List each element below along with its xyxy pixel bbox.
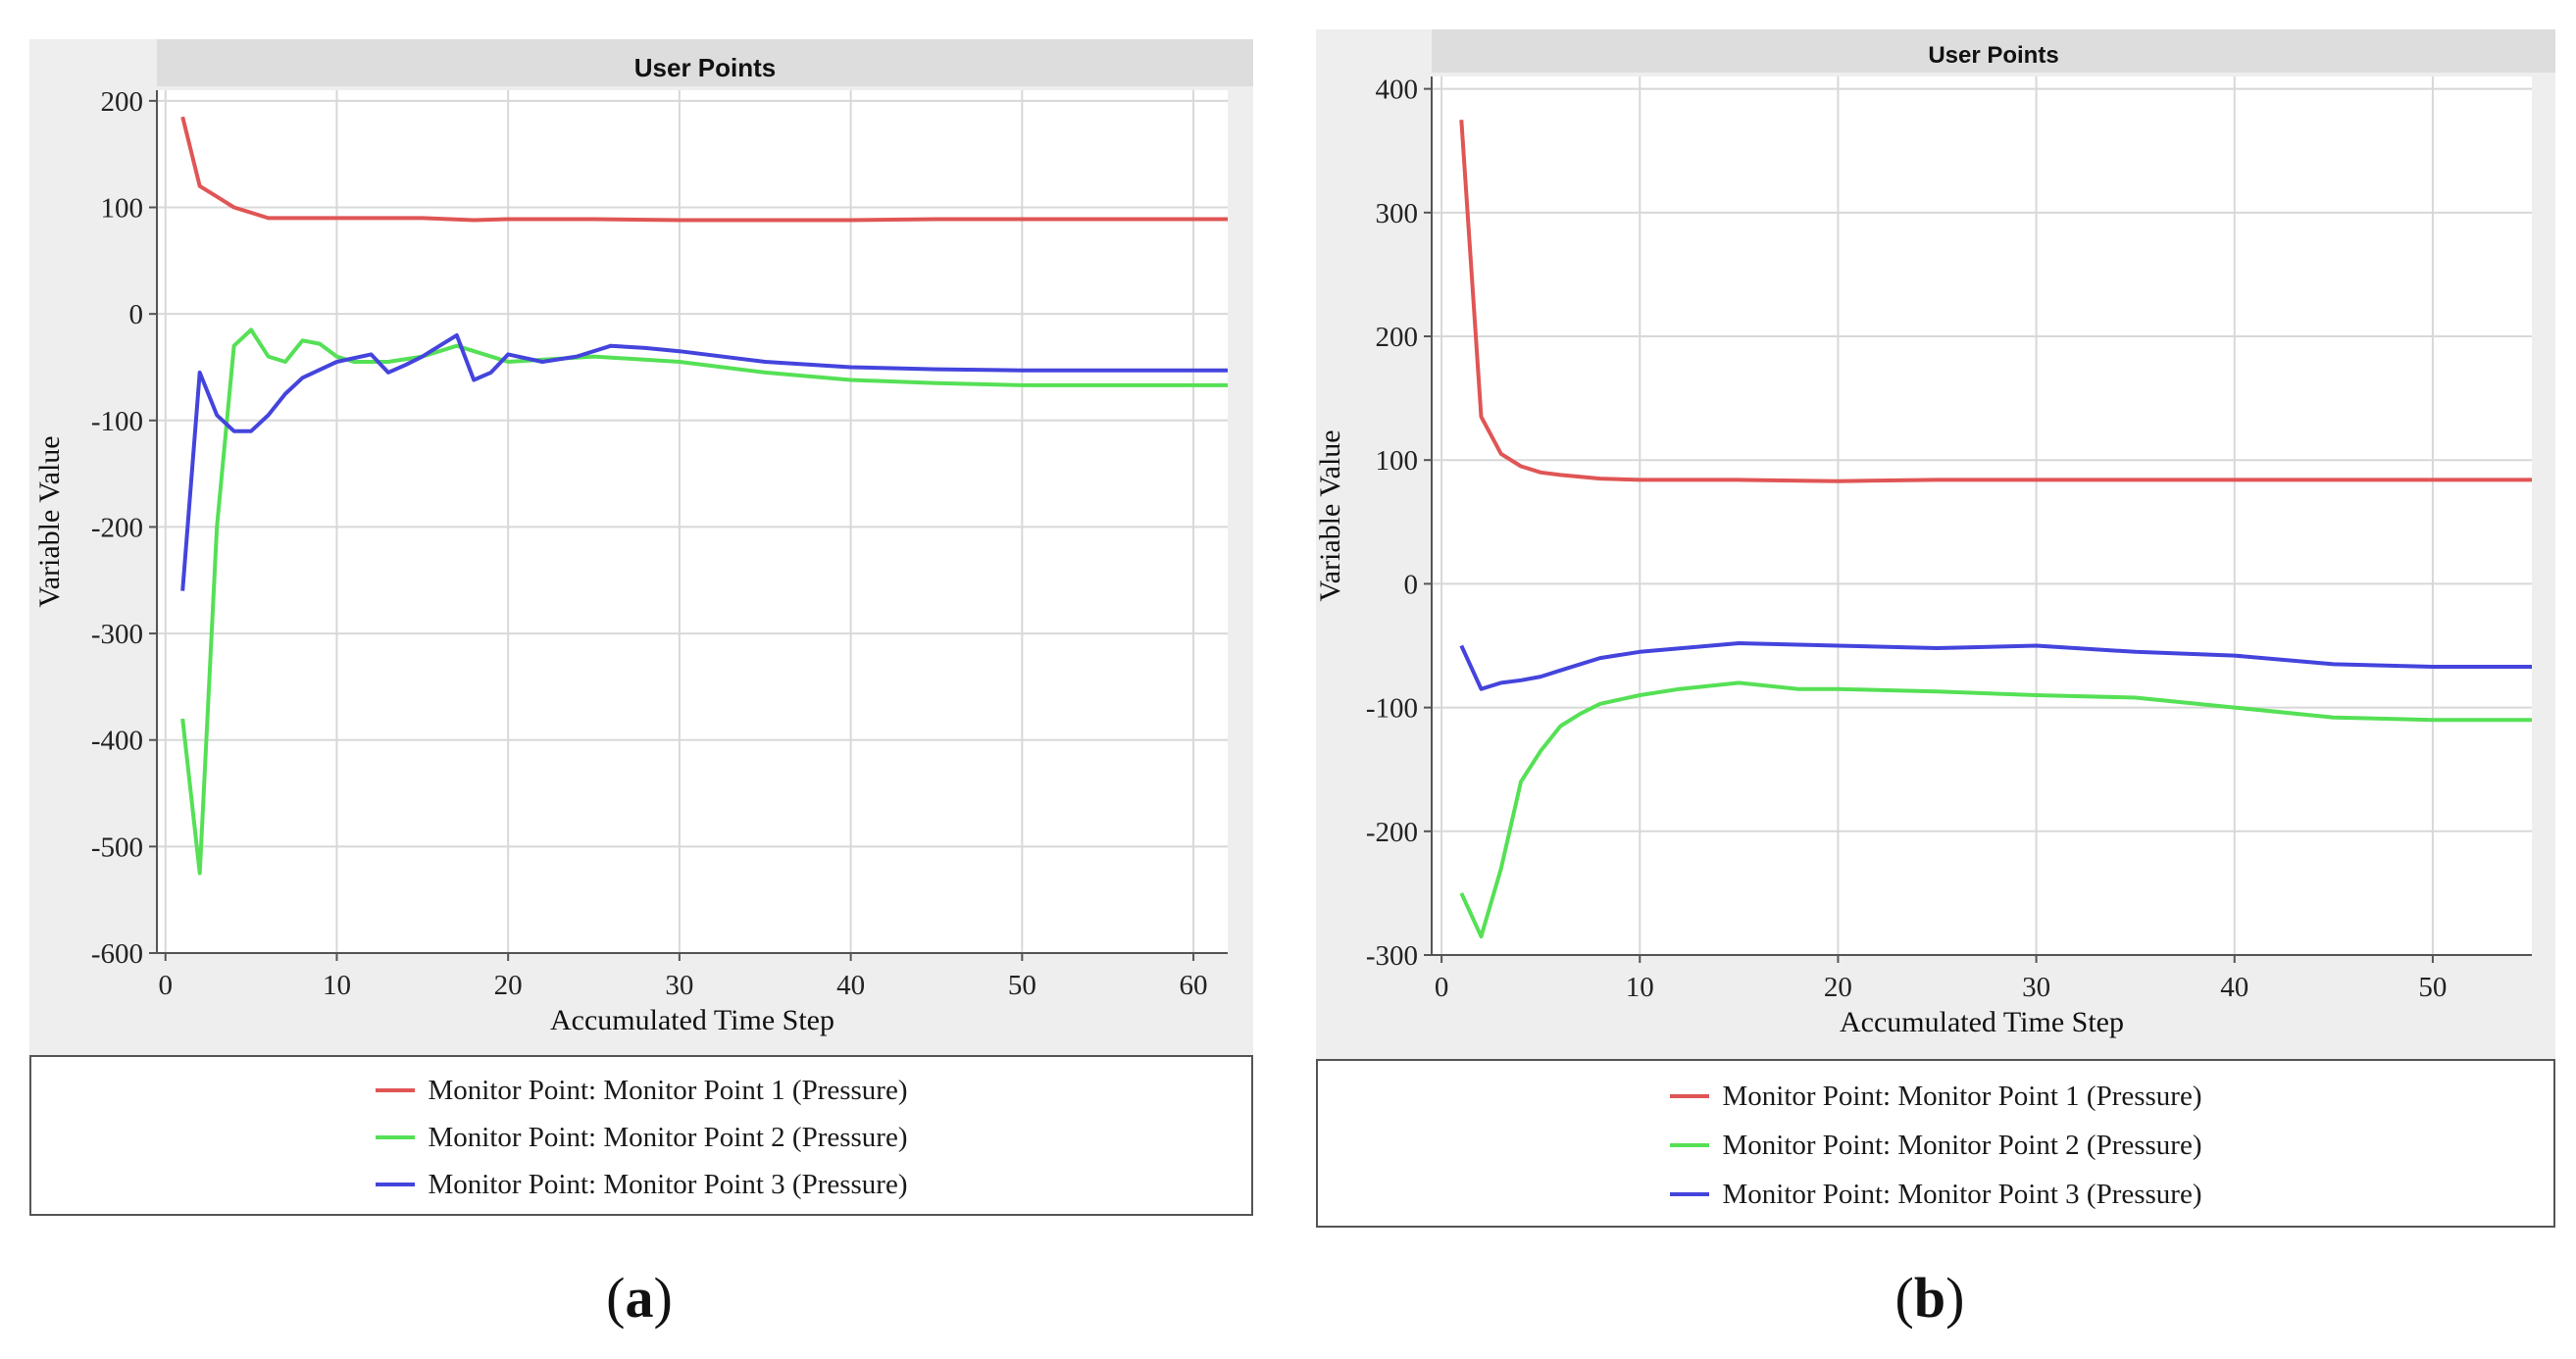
plot-area-a: User Points 200 100 0 -100 -200 -300 -400 -500 -6… <box>29 39 1253 1055</box>
y-tick-label: -300 <box>91 619 143 650</box>
legend-label-series2: Monitor Point: Monitor Point 2 (Pressure… <box>428 1121 908 1153</box>
panel-label-b: (b) <box>1894 1266 1965 1330</box>
x-tick-label: 20 <box>494 970 523 1001</box>
y-axis-label: Variable Value <box>33 435 66 607</box>
y-tick-label: 100 <box>1376 445 1419 477</box>
plot-area-b: User Points 400 300 200 100 0 -100 -200 -300 0 10 2… <box>1314 29 2555 1059</box>
series-line-3 <box>180 332 1228 591</box>
y-tick-label: -200 <box>91 512 143 543</box>
chart-title: User Points <box>1928 42 2058 69</box>
x-tick-label: 40 <box>836 970 865 1001</box>
x-tick-label: 50 <box>1008 970 1036 1001</box>
y-tick-label: 200 <box>101 86 144 118</box>
x-axis-label: Accumulated Time Step <box>550 1004 834 1036</box>
series-line-1 <box>1459 120 2532 483</box>
y-tick-label: -500 <box>91 831 143 863</box>
y-tick-label: -400 <box>91 726 143 757</box>
y-tick-label: 300 <box>1376 198 1419 229</box>
legend-swatch-series3 <box>1669 1192 1709 1196</box>
x-tick-label: 0 <box>1435 972 1449 1003</box>
series-line-1 <box>180 116 1228 223</box>
legend-label-series2: Monitor Point: Monitor Point 2 (Pressure… <box>1722 1129 2202 1161</box>
panel-label-a-letter: a <box>625 1266 654 1330</box>
title-bar <box>1432 29 2555 73</box>
x-tick-label: 30 <box>665 970 693 1001</box>
legend-a: Monitor Point: Monitor Point 1 (Pressure… <box>29 1055 1253 1216</box>
y-tick-label: 0 <box>129 299 144 330</box>
chart-svg-a: User Points2001000-100-200-300-400-500-6… <box>33 39 1253 1036</box>
y-tick-label: 100 <box>101 193 144 225</box>
x-tick-label: 20 <box>1824 972 1852 1003</box>
y-tick-label: -100 <box>91 406 143 437</box>
y-tick-label: -300 <box>1366 940 1418 972</box>
legend-swatch-series1 <box>375 1088 415 1092</box>
chart-panel-a: User Points 200 100 0 -100 -200 -300 -400 -500 -6… <box>29 39 1253 1216</box>
legend-label-series1: Monitor Point: Monitor Point 1 (Pressure… <box>428 1074 908 1106</box>
x-tick-label: 0 <box>158 970 173 1001</box>
legend-item-series3: Monitor Point: Monitor Point 3 (Pressure… <box>31 1165 1251 1204</box>
panel-label-a: (a) <box>606 1266 673 1330</box>
legend-swatch-series1 <box>1669 1094 1709 1098</box>
legend-item-series3: Monitor Point: Monitor Point 3 (Pressure… <box>1318 1175 2553 1214</box>
legend-label-series1: Monitor Point: Monitor Point 1 (Pressure… <box>1722 1080 2202 1112</box>
panel-label-b-letter: b <box>1913 1266 1946 1330</box>
legend-b: Monitor Point: Monitor Point 1 (Pressure… <box>1316 1059 2555 1228</box>
x-tick-label: 40 <box>2220 972 2248 1003</box>
legend-swatch-series2 <box>375 1135 415 1139</box>
legend-item-series1: Monitor Point: Monitor Point 1 (Pressure… <box>1318 1077 2553 1116</box>
y-axis-label: Variable Value <box>1314 429 1346 601</box>
x-tick-label: 30 <box>2022 972 2050 1003</box>
legend-label-series3: Monitor Point: Monitor Point 3 (Pressure… <box>428 1168 908 1200</box>
y-tick-label: -100 <box>1366 693 1418 725</box>
y-tick-label: -200 <box>1366 817 1418 848</box>
legend-item-series2: Monitor Point: Monitor Point 2 (Pressure… <box>31 1118 1251 1157</box>
legend-swatch-series2 <box>1669 1143 1709 1147</box>
chart-title: User Points <box>634 53 777 82</box>
y-tick-label: 200 <box>1376 322 1419 353</box>
x-tick-label: 60 <box>1180 970 1208 1001</box>
series-line-3 <box>1459 641 2532 691</box>
series-line-2 <box>1459 680 2532 939</box>
x-tick-label: 50 <box>2418 972 2447 1003</box>
y-tick-label: -600 <box>91 938 143 970</box>
plot-background <box>1432 76 2532 955</box>
series-line-2 <box>180 327 1228 876</box>
legend-label-series3: Monitor Point: Monitor Point 3 (Pressure… <box>1722 1178 2202 1210</box>
y-tick-label: 400 <box>1376 75 1419 106</box>
chart-svg-b: User Points 400 300 200 100 0 -100 -200 -300 0 10 2… <box>1314 29 2555 1038</box>
y-tick-label: 0 <box>1404 569 1419 600</box>
legend-swatch-series3 <box>375 1183 415 1186</box>
legend-item-series1: Monitor Point: Monitor Point 1 (Pressure… <box>31 1071 1251 1110</box>
x-axis-label: Accumulated Time Step <box>1840 1006 2124 1038</box>
legend-item-series2: Monitor Point: Monitor Point 2 (Pressure… <box>1318 1126 2553 1165</box>
title-bar <box>157 39 1253 86</box>
x-tick-label: 10 <box>1626 972 1654 1003</box>
plot-background <box>157 90 1228 953</box>
chart-panel-b: User Points 400 300 200 100 0 -100 -200 -300 0 10 2… <box>1314 29 2555 1228</box>
x-tick-label: 10 <box>323 970 351 1001</box>
